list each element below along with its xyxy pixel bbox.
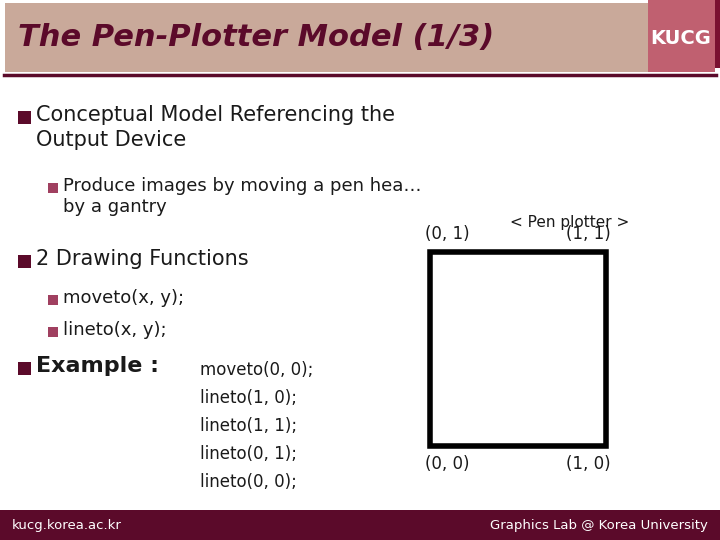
Text: (0, 1): (0, 1) — [425, 225, 469, 243]
Text: Example :: Example : — [36, 356, 159, 376]
Text: lineto(0, 0);: lineto(0, 0); — [200, 473, 297, 491]
Bar — [18, 111, 31, 124]
Bar — [0, 510, 720, 540]
Text: Produce images by moving a pen hea…: Produce images by moving a pen hea… — [63, 177, 421, 195]
Text: (1, 1): (1, 1) — [566, 225, 611, 243]
Text: moveto(x, y);: moveto(x, y); — [63, 289, 184, 307]
Text: lineto(0, 1);: lineto(0, 1); — [200, 445, 297, 463]
Text: Conceptual Model Referencing the: Conceptual Model Referencing the — [36, 105, 395, 125]
Text: 2 Drawing Functions: 2 Drawing Functions — [36, 249, 248, 269]
Bar — [48, 183, 58, 193]
Text: lineto(1, 1);: lineto(1, 1); — [200, 417, 297, 435]
Text: (1, 0): (1, 0) — [567, 455, 611, 473]
Bar — [18, 361, 31, 375]
Text: Output Device: Output Device — [36, 130, 186, 150]
Bar — [430, 252, 606, 446]
Text: moveto(0, 0);: moveto(0, 0); — [200, 361, 313, 379]
Text: by a gantry: by a gantry — [63, 198, 167, 216]
Text: kucg.korea.ac.kr: kucg.korea.ac.kr — [12, 518, 122, 531]
Text: KUCG: KUCG — [651, 30, 711, 49]
Bar — [653, 0, 720, 68]
Text: < Pen plotter >: < Pen plotter > — [510, 214, 629, 230]
Bar — [48, 327, 58, 337]
Text: The Pen-Plotter Model (1/3): The Pen-Plotter Model (1/3) — [18, 23, 494, 52]
Bar — [5, 3, 655, 72]
Text: lineto(1, 0);: lineto(1, 0); — [200, 389, 297, 407]
Text: lineto(x, y);: lineto(x, y); — [63, 321, 166, 339]
Bar — [18, 254, 31, 267]
Bar — [48, 295, 58, 305]
Text: Graphics Lab @ Korea University: Graphics Lab @ Korea University — [490, 518, 708, 531]
Text: (0, 0): (0, 0) — [425, 455, 469, 473]
Bar — [648, 0, 715, 72]
